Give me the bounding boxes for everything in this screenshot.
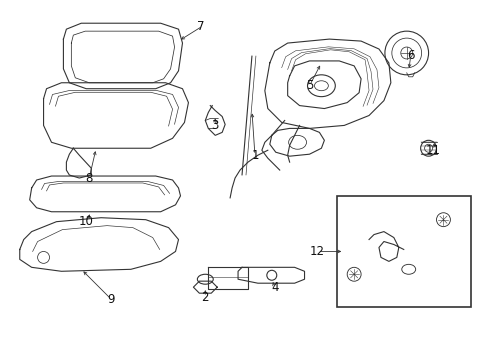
Text: 10: 10 [79, 215, 94, 228]
Text: 2: 2 [201, 291, 209, 303]
Text: 7: 7 [196, 20, 204, 33]
Text: 12: 12 [310, 245, 325, 258]
Text: 8: 8 [86, 171, 93, 185]
Text: 5: 5 [306, 79, 313, 92]
Text: 6: 6 [407, 49, 415, 63]
Text: 9: 9 [107, 293, 115, 306]
Text: 4: 4 [271, 281, 278, 294]
Bar [337, 196, 471, 307]
Text: 3: 3 [212, 119, 219, 132]
Text: 1: 1 [251, 149, 259, 162]
Text: 11: 11 [426, 144, 441, 157]
